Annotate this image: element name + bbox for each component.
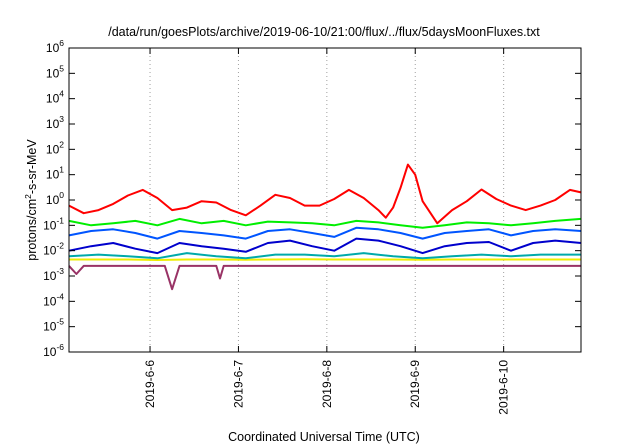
y-tick-label-exp: 1 bbox=[59, 165, 64, 175]
y-tick-label-exp: -1 bbox=[56, 215, 64, 225]
y-tick-label-base: 10 bbox=[46, 41, 60, 55]
y-axis-title-sup: 2 bbox=[23, 194, 33, 199]
series-line-3 bbox=[68, 226, 582, 240]
y-tick-label-base: 10 bbox=[46, 117, 60, 131]
x-tick-label: 2019-6-7 bbox=[231, 360, 245, 408]
y-tick-label: 10-4 bbox=[43, 291, 64, 308]
y-tick-label-base: 10 bbox=[46, 66, 60, 80]
y-tick-label: 104 bbox=[46, 89, 64, 106]
y-tick-label: 10-1 bbox=[43, 215, 64, 232]
y-tick-label: 102 bbox=[46, 139, 64, 156]
series-layer bbox=[68, 163, 582, 291]
chart-title: /data/run/goesPlots/archive/2019-06-10/2… bbox=[108, 25, 540, 39]
y-tick-label: 10-2 bbox=[43, 241, 64, 258]
y-axis-title: protons/cm2-s-sr-MeV bbox=[23, 139, 39, 261]
y-tick-label-base: 10 bbox=[46, 142, 60, 156]
y-tick-label-base: 10 bbox=[43, 320, 57, 334]
y-tick-label-exp: 3 bbox=[59, 114, 64, 124]
y-axis-title-base: protons/cm bbox=[25, 199, 39, 261]
y-tick-label: 100 bbox=[46, 190, 64, 207]
x-tick-label: 2019-6-6 bbox=[143, 360, 157, 408]
grid-lines bbox=[149, 48, 505, 352]
x-tick-label: 2019-6-10 bbox=[497, 360, 511, 415]
y-tick-label-exp: -5 bbox=[56, 317, 64, 327]
y-tick-label-base: 10 bbox=[43, 294, 57, 308]
y-tick-label: 101 bbox=[46, 165, 64, 182]
y-tick-label: 105 bbox=[46, 63, 64, 80]
y-tick-label-base: 10 bbox=[46, 92, 60, 106]
y-tick-label: 10-5 bbox=[43, 317, 64, 334]
y-tick-label-base: 10 bbox=[43, 269, 57, 283]
y-tick-label-exp: -4 bbox=[56, 291, 64, 301]
y-axis-title-rest: -s-sr-MeV bbox=[25, 139, 39, 195]
y-tick-label-base: 10 bbox=[43, 244, 57, 258]
series-line-6 bbox=[69, 258, 581, 261]
series-line-5 bbox=[68, 252, 581, 260]
x-tick-label: 2019-6-9 bbox=[408, 360, 422, 408]
y-tick-label-exp: 0 bbox=[59, 190, 64, 200]
y-tick-label: 10-3 bbox=[43, 266, 64, 283]
y-tick-label-exp: 4 bbox=[59, 89, 64, 99]
series-line-1 bbox=[68, 163, 582, 225]
y-tick-label-exp: 5 bbox=[59, 63, 64, 73]
plot-frame bbox=[68, 47, 582, 353]
y-tick-label-exp: -2 bbox=[56, 241, 64, 251]
y-tick-label: 10-6 bbox=[43, 342, 64, 359]
y-tick-label-exp: 6 bbox=[59, 38, 64, 48]
y-axis: 10-610-510-410-310-210-11001011021031041… bbox=[43, 38, 581, 359]
y-tick-label-exp: -6 bbox=[56, 342, 64, 352]
y-tick-label-base: 10 bbox=[43, 218, 57, 232]
x-axis-title: Coordinated Universal Time (UTC) bbox=[228, 430, 420, 444]
y-tick-label: 106 bbox=[46, 38, 64, 55]
x-tick-label: 2019-6-8 bbox=[320, 360, 334, 408]
y-tick-label-base: 10 bbox=[46, 193, 60, 207]
series-line-4 bbox=[68, 237, 582, 255]
y-tick-label-exp: -3 bbox=[56, 266, 64, 276]
x-axis: 2019-6-6 2019-6-7 2019-6-8 2019-6-9 2019-6-1… bbox=[143, 48, 511, 415]
y-tick-label-base: 10 bbox=[43, 345, 57, 359]
y-tick-label-exp: 2 bbox=[59, 139, 64, 149]
series-line-7 bbox=[68, 264, 581, 291]
y-tick-label: 103 bbox=[46, 114, 64, 131]
series-line-2 bbox=[68, 217, 582, 229]
y-tick-label-base: 10 bbox=[46, 168, 60, 182]
